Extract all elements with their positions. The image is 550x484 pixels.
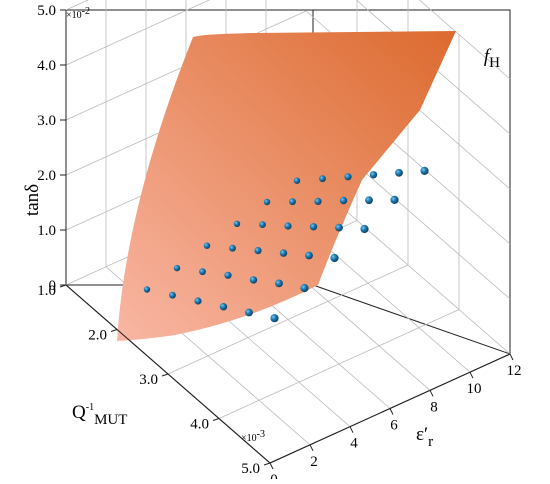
y-multiplier: ×10-3 xyxy=(241,429,265,444)
data-point xyxy=(335,223,343,232)
x-tick-label: 12 xyxy=(507,363,522,379)
data-point xyxy=(300,284,309,293)
grid-line-right xyxy=(418,0,511,80)
data-point xyxy=(309,223,318,231)
y-tick-label: 1.0 xyxy=(37,283,56,299)
data-point xyxy=(289,198,296,206)
x-tick xyxy=(469,371,474,379)
data-point xyxy=(330,253,339,263)
data-point xyxy=(173,264,181,272)
surface-label: fH xyxy=(484,46,500,71)
z-tick-label: 4.0 xyxy=(37,58,56,74)
y-tick xyxy=(110,329,118,332)
fitted-surface xyxy=(117,31,456,341)
y-tick xyxy=(161,373,169,377)
surface-sheet xyxy=(117,31,456,341)
data-point xyxy=(233,220,241,227)
data-point xyxy=(344,173,352,181)
x-tick xyxy=(269,462,274,470)
data-point xyxy=(390,195,399,204)
x-tick-label: 10 xyxy=(467,381,482,397)
x-tick xyxy=(389,408,394,415)
data-point xyxy=(293,177,301,184)
z-tick-label: 5.0 xyxy=(37,3,56,19)
x-axis-title: ε′r xyxy=(416,424,433,450)
y-tick xyxy=(59,284,67,288)
data-point xyxy=(194,297,202,305)
data-point xyxy=(319,175,326,183)
z-tick-label: 3.0 xyxy=(37,113,56,129)
data-point xyxy=(245,308,253,317)
x-tick-label: 2 xyxy=(310,454,318,470)
data-point xyxy=(369,171,378,179)
z-multiplier: ×10-2 xyxy=(66,6,90,21)
x-tick xyxy=(309,444,314,452)
z-tick-label: 1.0 xyxy=(37,223,56,239)
data-point xyxy=(169,291,176,299)
data-point xyxy=(199,268,206,276)
data-point xyxy=(339,196,348,205)
z-tick-label: 0 xyxy=(49,278,57,294)
data-points xyxy=(143,166,429,323)
data-point xyxy=(365,196,373,205)
data-point xyxy=(263,198,271,206)
x-tick-label: 0 xyxy=(270,472,278,479)
y-tick-label: 5.0 xyxy=(241,461,260,477)
data-point xyxy=(305,251,313,260)
y-tick-label: 4.0 xyxy=(190,417,209,433)
data-point xyxy=(254,247,262,255)
data-point xyxy=(224,271,232,279)
y-tick xyxy=(212,418,220,421)
data-point xyxy=(143,286,151,293)
data-point xyxy=(270,314,279,323)
data-point xyxy=(249,276,258,284)
x-tick-label: 4 xyxy=(350,436,358,452)
y-tick-label: 2.0 xyxy=(88,328,107,344)
data-point xyxy=(229,244,236,252)
z-tick-label: 2.0 xyxy=(37,168,56,184)
x-tick-label: 8 xyxy=(430,399,438,415)
y-tick xyxy=(263,462,271,466)
y-tick-label: 3.0 xyxy=(139,372,158,388)
data-point xyxy=(284,222,292,230)
data-point xyxy=(360,224,369,234)
data-point xyxy=(420,166,429,175)
y-axis-title: Q-1MUT xyxy=(72,402,127,428)
data-point xyxy=(275,279,283,288)
grid-line-floor xyxy=(218,309,460,419)
data-point xyxy=(203,242,211,249)
z-axis-title: tanδ xyxy=(22,184,43,216)
x-tick xyxy=(509,353,514,361)
x-tick-label: 6 xyxy=(390,418,398,434)
data-point xyxy=(395,168,403,177)
tick-labels: 01.02.03.04.05.01.02.03.04.05.0024681012 xyxy=(37,3,522,484)
x-tick xyxy=(429,390,434,397)
x-tick xyxy=(349,426,354,433)
data-point xyxy=(219,303,228,311)
data-point xyxy=(279,249,288,257)
tick-marks xyxy=(59,9,514,470)
data-point xyxy=(259,221,266,229)
data-point xyxy=(314,197,322,205)
grid-line-floor xyxy=(167,264,409,375)
